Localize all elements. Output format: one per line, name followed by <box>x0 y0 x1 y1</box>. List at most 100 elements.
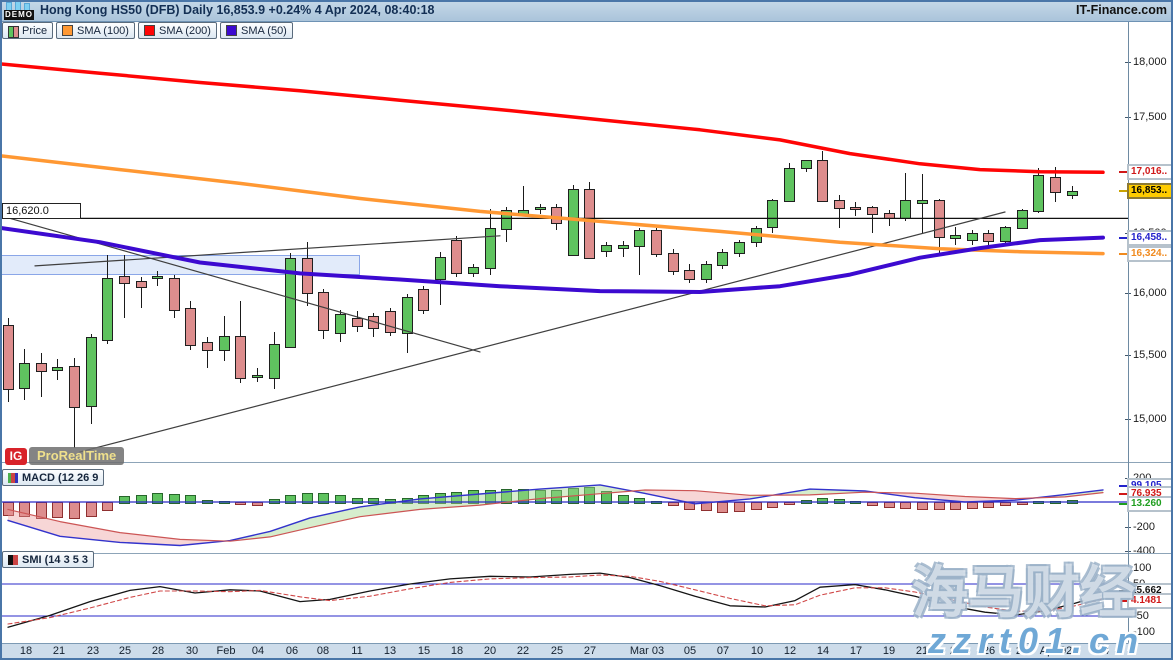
macd-histogram-bar <box>734 502 745 512</box>
candle[interactable] <box>551 206 563 224</box>
candle[interactable] <box>800 160 812 170</box>
candle[interactable] <box>650 230 662 255</box>
candle[interactable] <box>617 245 629 249</box>
candle[interactable] <box>335 314 346 335</box>
candle[interactable] <box>2 324 14 390</box>
macd-fill <box>270 517 310 537</box>
candle[interactable] <box>667 252 679 272</box>
candle[interactable] <box>168 277 180 312</box>
candle[interactable] <box>850 206 862 211</box>
macd-histogram-bar <box>418 495 430 504</box>
macd-histogram-bar <box>484 489 496 504</box>
candle[interactable] <box>19 362 31 389</box>
candle[interactable] <box>933 200 945 239</box>
candle[interactable] <box>950 235 962 239</box>
candle[interactable] <box>534 206 546 211</box>
candle[interactable] <box>501 209 513 230</box>
macd-histogram-bar <box>19 502 31 518</box>
price-level-label[interactable]: 16,620.0 <box>2 203 81 219</box>
candle[interactable] <box>900 199 912 220</box>
candle[interactable] <box>35 362 47 372</box>
candle[interactable] <box>268 344 280 379</box>
candle[interactable] <box>517 209 529 216</box>
smi-indicator-tab[interactable]: SMI (14 3 5 3 <box>2 551 95 568</box>
candle[interactable] <box>1049 177 1061 193</box>
candle[interactable] <box>883 212 895 220</box>
candle[interactable] <box>867 207 878 216</box>
candle[interactable] <box>584 189 596 259</box>
macd-histogram-bar <box>601 490 612 504</box>
candle[interactable] <box>118 276 130 285</box>
candle[interactable] <box>916 200 928 204</box>
candle[interactable] <box>351 317 363 327</box>
candle[interactable] <box>1016 210 1028 229</box>
macd-histogram-bar <box>401 497 413 504</box>
candle[interactable] <box>401 297 413 335</box>
candle[interactable] <box>983 232 995 242</box>
time-axis-label: 14 <box>816 645 830 657</box>
macd-histogram-bar <box>85 502 97 518</box>
site-link[interactable]: IT-Finance.com <box>1076 3 1167 17</box>
candle[interactable] <box>135 280 147 288</box>
time-axis-label: 04 <box>1096 645 1110 657</box>
legend-label: SMA (100) <box>77 24 129 37</box>
candle[interactable] <box>451 239 463 275</box>
candle[interactable] <box>484 227 496 269</box>
candle[interactable] <box>684 269 696 281</box>
candle[interactable] <box>833 199 845 209</box>
candle[interactable] <box>734 242 745 254</box>
candle[interactable] <box>152 275 164 280</box>
candle[interactable] <box>69 366 80 409</box>
smi-value-box: 4.1481 <box>1127 593 1173 609</box>
panel-separator <box>0 462 1173 463</box>
candle[interactable] <box>85 337 97 407</box>
candle[interactable] <box>767 200 779 228</box>
macd-histogram-bar <box>667 502 679 507</box>
candle[interactable] <box>251 374 263 379</box>
macd-histogram-bar <box>318 493 330 504</box>
candle[interactable] <box>1033 175 1045 213</box>
legend-tab-sma-200-[interactable]: SMA (200) <box>138 22 217 39</box>
candle[interactable] <box>218 336 230 352</box>
candle[interactable] <box>634 229 646 248</box>
legend-tab-sma-50-[interactable]: SMA (50) <box>220 22 293 39</box>
candle[interactable] <box>817 160 829 202</box>
macd-histogram-bar <box>966 502 978 509</box>
candle[interactable] <box>52 367 64 371</box>
candle[interactable] <box>384 311 396 334</box>
candle[interactable] <box>750 227 762 243</box>
candle[interactable] <box>700 263 712 281</box>
price-value-box: 16,324.. <box>1127 245 1173 262</box>
price-candles-icon <box>8 25 19 38</box>
candle[interactable] <box>102 277 114 342</box>
value-box-tick <box>1119 485 1127 487</box>
macd-histogram-bar <box>584 487 596 504</box>
macd-histogram-bar <box>335 495 346 504</box>
macd-histogram-bar <box>351 497 363 504</box>
candle[interactable] <box>717 251 729 266</box>
value-box-tick <box>1119 493 1127 495</box>
candle[interactable] <box>301 257 313 295</box>
candle[interactable] <box>567 189 579 257</box>
legend-tab-price[interactable]: Price <box>2 22 54 39</box>
macd-histogram-bar <box>268 498 280 504</box>
candle[interactable] <box>368 315 380 330</box>
macd-indicator-tab[interactable]: MACD (12 26 9 <box>2 469 105 486</box>
candle[interactable] <box>202 342 213 352</box>
time-axis-label: 23 <box>86 645 100 657</box>
candle[interactable] <box>434 256 446 280</box>
legend-tab-sma-100-[interactable]: SMA (100) <box>56 22 135 39</box>
candle[interactable] <box>783 167 795 203</box>
candle[interactable] <box>318 292 330 332</box>
candle[interactable] <box>185 307 197 347</box>
macd-histogram-bar <box>800 500 812 504</box>
candle[interactable] <box>1066 191 1078 196</box>
candle[interactable] <box>468 267 479 274</box>
candle[interactable] <box>966 232 978 241</box>
candle[interactable] <box>418 289 430 312</box>
candle[interactable] <box>601 245 612 252</box>
candle[interactable] <box>235 335 247 379</box>
candle[interactable] <box>285 257 297 349</box>
candle[interactable] <box>1000 226 1011 242</box>
time-axis-label: Apr 02 <box>1039 645 1073 657</box>
